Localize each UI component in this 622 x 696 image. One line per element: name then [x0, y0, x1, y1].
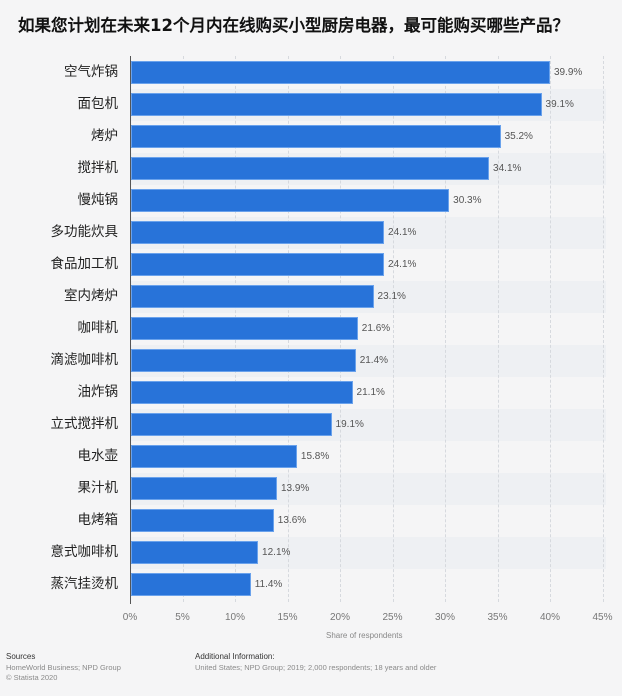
- bar-value-label: 13.9%: [280, 483, 310, 494]
- bar-value-label: 12.1%: [262, 547, 291, 558]
- bar[interactable]: [131, 93, 542, 116]
- bar[interactable]: [131, 61, 550, 84]
- category-label: 慢炖锅: [77, 192, 119, 208]
- category-label: 烤炉: [91, 128, 118, 144]
- sources-heading: Sources: [6, 652, 36, 661]
- bar[interactable]: [131, 157, 490, 180]
- bar-value-label: 39.1%: [545, 99, 574, 110]
- bar-value-label: 39.9%: [553, 67, 583, 78]
- bar[interactable]: [131, 317, 358, 340]
- category-label: 食品加工机: [50, 256, 119, 272]
- x-tick-label: 10%: [224, 612, 246, 623]
- bar[interactable]: [131, 221, 385, 244]
- x-tick-label: 0%: [122, 612, 138, 623]
- sources-block: Sources HomeWorld Business; NPD Group © …: [6, 652, 121, 684]
- x-tick-label: 35%: [487, 612, 508, 623]
- x-tick-label: 15%: [277, 612, 298, 623]
- plot-area: 39.9% 39.1% 35.2% 34.1% 30.3% 24.1% 24.1% 23.1%…: [130, 56, 606, 604]
- bar-value-label: 11.4%: [254, 579, 283, 590]
- x-axis-label: Share of respondents: [326, 631, 403, 640]
- bar-value-label: 23.1%: [377, 291, 406, 302]
- gridline: [497, 56, 499, 602]
- additional-info-block: Additional Information: United States; N…: [195, 652, 436, 673]
- bar-value-label: 21.4%: [359, 355, 389, 366]
- sources-text: HomeWorld Business; NPD Group: [6, 662, 121, 672]
- gridline: [445, 56, 446, 602]
- category-label: 果汁机: [77, 480, 119, 496]
- bar-value-label: 21.6%: [361, 323, 391, 334]
- category-label: 空气炸锅: [64, 64, 118, 80]
- bar-value-label: 35.2%: [504, 131, 533, 142]
- bar-value-label: 15.8%: [300, 451, 330, 462]
- additional-info-heading: Additional Information:: [195, 652, 275, 661]
- category-label: 油炸锅: [77, 384, 119, 400]
- category-label: 蒸汽挂烫机: [50, 576, 119, 592]
- x-tick-label: 45%: [592, 612, 613, 623]
- category-label: 立式搅拌机: [50, 416, 119, 432]
- bar[interactable]: [131, 573, 251, 596]
- gridline: [602, 56, 604, 602]
- bar[interactable]: [131, 445, 297, 468]
- category-label: 电水壶: [77, 448, 119, 464]
- bar[interactable]: [131, 413, 332, 436]
- y-axis-line: [130, 56, 131, 604]
- category-label: 多功能炊具: [50, 224, 119, 240]
- bar-value-label: 24.1%: [388, 227, 417, 238]
- bar[interactable]: [131, 349, 356, 372]
- bar-value-label: 30.3%: [453, 195, 482, 206]
- bar[interactable]: [131, 285, 374, 308]
- bar[interactable]: [131, 189, 450, 212]
- bar-value-label: 13.6%: [277, 515, 307, 526]
- bar[interactable]: [131, 125, 501, 148]
- category-label: 面包机: [77, 96, 119, 112]
- category-label: 搅拌机: [77, 160, 119, 176]
- category-label: 意式咖啡机: [50, 544, 119, 560]
- x-tick-label: 25%: [382, 612, 403, 623]
- gridline: [550, 56, 551, 602]
- x-tick-label: 20%: [329, 612, 351, 623]
- bar[interactable]: [131, 509, 274, 532]
- category-label: 电烤箱: [77, 512, 119, 528]
- bar[interactable]: [131, 253, 385, 276]
- category-label: 室内烤炉: [64, 288, 118, 304]
- category-label: 滴滤咖啡机: [50, 352, 119, 368]
- category-label: 咖啡机: [77, 320, 119, 336]
- bar-value-label: 24.1%: [388, 259, 417, 270]
- bar-value-label: 21.1%: [356, 387, 385, 398]
- bar[interactable]: [131, 381, 353, 404]
- copyright-text: © Statista 2020: [6, 673, 58, 682]
- bar[interactable]: [131, 477, 277, 500]
- gridline: [392, 56, 394, 602]
- chart-title: 如果您计划在未来12个月内在线购买小型厨房电器，最可能购买哪些产品？: [18, 16, 569, 35]
- x-tick-label: 40%: [539, 612, 561, 623]
- x-tick-label: 5%: [175, 612, 190, 623]
- bar-value-label: 19.1%: [335, 419, 364, 430]
- bar-value-label: 34.1%: [493, 163, 522, 174]
- bar[interactable]: [131, 541, 259, 564]
- additional-info-text: United States; NPD Group; 2019; 2,000 re…: [195, 662, 437, 672]
- x-tick-label: 30%: [434, 612, 456, 623]
